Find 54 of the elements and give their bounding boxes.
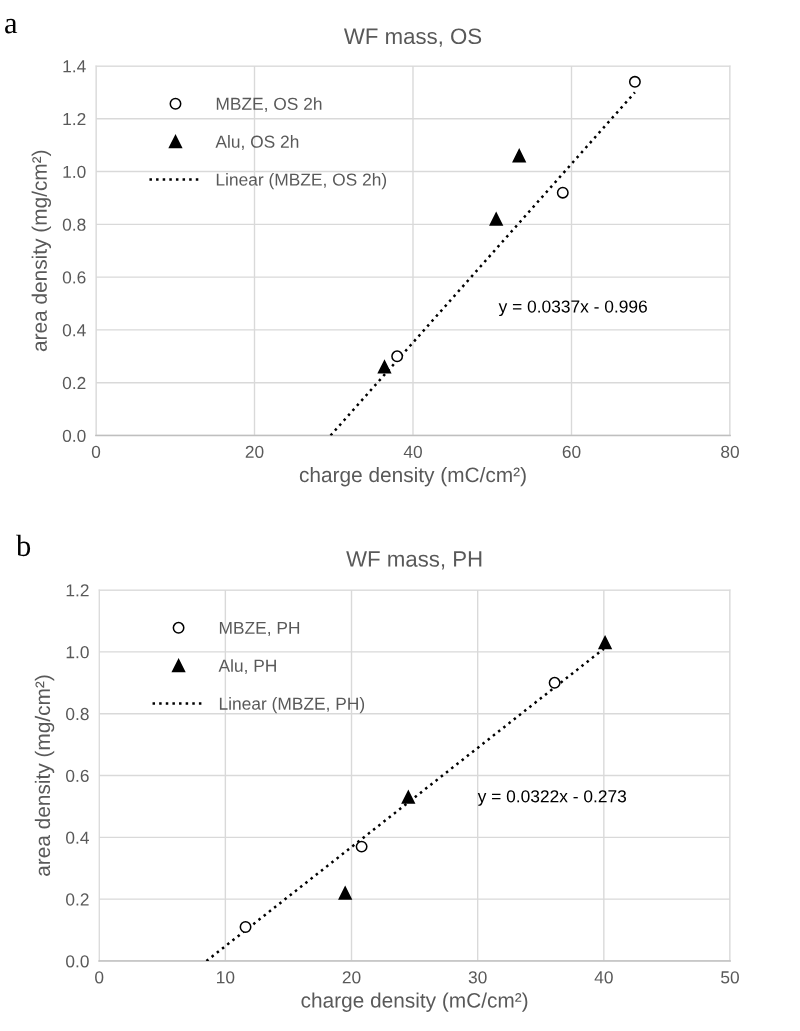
y-tick-label: 0.8 <box>66 707 89 721</box>
legend-label: Linear (MBZE, OS 2h) <box>216 173 387 190</box>
point <box>239 921 252 933</box>
x-tick-label: 20 <box>245 445 264 458</box>
point <box>355 840 368 853</box>
x-tick-label: 10 <box>217 971 235 984</box>
x-axis-title: charge density (mC/cm²) <box>299 466 526 487</box>
y-tick-label: 1.0 <box>63 165 86 179</box>
y-tick-label: 0.2 <box>62 376 86 390</box>
legend-label: Linear (MBZE, PH) <box>219 697 365 714</box>
point <box>598 635 612 650</box>
x-tick-label: 50 <box>721 971 739 984</box>
point <box>548 676 561 689</box>
x-tick-label: 0 <box>91 445 101 458</box>
point <box>556 186 569 199</box>
x-tick-label: 30 <box>468 971 487 984</box>
y-tick-label: 0.4 <box>62 324 86 337</box>
y-axis-title: area density (mg/cm²) <box>31 150 52 352</box>
legend-label: MBZE, OS 2h <box>216 97 322 113</box>
chart-title: WF mass, OS <box>343 28 482 47</box>
point <box>628 75 641 88</box>
y-tick-label: 0.8 <box>62 218 86 231</box>
point <box>489 212 503 226</box>
y-tick-label: 1.2 <box>66 584 89 597</box>
y-tick-label: 0.0 <box>66 955 89 968</box>
y-tick-label: 0.2 <box>66 893 89 906</box>
x-tick-label: 80 <box>721 445 739 458</box>
x-tick-label: 40 <box>403 445 422 458</box>
y-tick-label: 1.0 <box>66 646 89 659</box>
x-tick-label: 60 <box>562 445 581 458</box>
annotation: y = 0.0322x - 0.273 <box>477 790 627 806</box>
x-tick-label: 0 <box>95 971 104 984</box>
y-tick-label: 0.0 <box>62 429 86 442</box>
annotation: y = 0.0337x - 0.996 <box>498 300 647 317</box>
y-axis-title: area density (mg/cm²) <box>34 675 55 876</box>
y-tick-label: 1.2 <box>63 112 86 126</box>
x-tick-label: 20 <box>342 971 361 984</box>
point <box>338 886 352 900</box>
chart-title: WF mass, PH <box>346 551 482 570</box>
y-tick-label: 1.4 <box>63 60 86 73</box>
y-tick-label: 0.6 <box>62 271 86 284</box>
x-axis-title: charge density (mC/cm²) <box>301 992 528 1012</box>
point <box>512 149 526 163</box>
y-tick-label: 0.4 <box>66 831 89 844</box>
legend-label: Alu, PH <box>218 659 276 674</box>
point <box>391 350 404 363</box>
text: a <box>5 18 18 34</box>
point <box>401 790 415 804</box>
point <box>377 360 392 374</box>
legend-label: Alu, OS 2h <box>215 135 299 150</box>
y-tick-label: 0.6 <box>66 769 89 782</box>
x-tick-label: 40 <box>594 971 613 984</box>
legend-label: MBZE, PH <box>219 621 300 637</box>
text: b <box>16 534 31 557</box>
